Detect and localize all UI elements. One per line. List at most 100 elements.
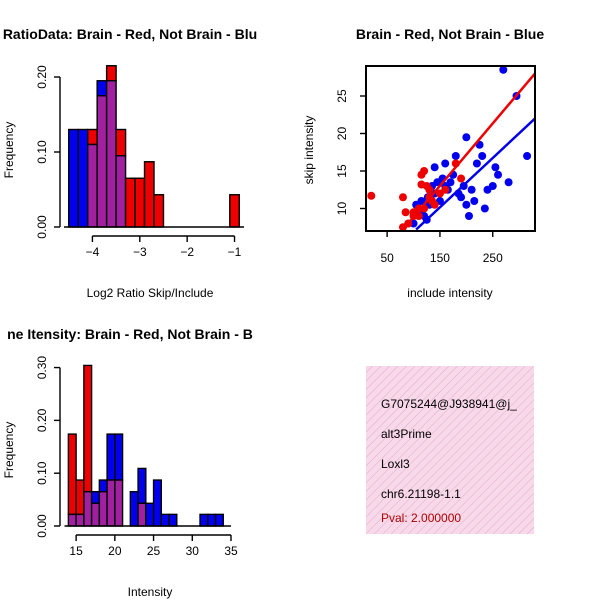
ratio-histogram-bar-overlap <box>86 143 98 228</box>
scatter-point-blue <box>441 159 450 168</box>
ratio-histogram-bar-red <box>153 194 165 228</box>
scatter-point-blue <box>451 152 460 160</box>
scatter-axes: 50 150 250 10 15 20 25 <box>335 89 503 265</box>
ratio-histogram-panel: RatioData: Brain - Red, Not Brain - Blu … <box>2 26 257 300</box>
intensity-histogram-bars <box>64 364 231 527</box>
scatter-y-tick-label: 15 <box>335 164 349 178</box>
scatter-fit-line-blue <box>415 117 534 230</box>
intensity-histogram-bar-blue <box>106 433 116 481</box>
scatter-point-blue <box>417 197 426 205</box>
scatter-point-blue <box>470 197 479 205</box>
ratio-histogram-x-tick-label: −4 <box>86 245 100 259</box>
scatter-point-blue <box>430 163 439 172</box>
info-panel-hatch <box>366 366 534 534</box>
intensity-histogram-bar-blue <box>199 513 209 527</box>
ratio-histogram-bar-red <box>134 177 146 228</box>
scatter-point-red <box>398 193 407 202</box>
scatter-point-blue <box>462 200 471 209</box>
ratio-histogram-y-tick-label: 0.10 <box>35 140 49 164</box>
ratio-histogram-bar-red <box>143 161 155 228</box>
ratio-histogram-bar-red <box>86 128 98 146</box>
scatter-point-blue <box>478 152 487 160</box>
intensity-histogram-axes: 15 20 25 30 35 0.00 0.10 0.20 0.30 <box>35 356 238 558</box>
intensity-histogram-y-tick-label: 0.30 <box>35 356 49 380</box>
scatter-x-tick-label: 250 <box>483 251 503 265</box>
intensity-histogram-bar-red <box>75 479 85 516</box>
ratio-histogram-bar-blue <box>96 80 108 97</box>
ratio-histogram-ylabel: Frequency <box>2 122 16 179</box>
intensity-histogram-bar-blue <box>114 433 124 481</box>
ratio-histogram-bar-red <box>105 65 117 82</box>
ratio-histogram-bar-overlap <box>115 155 127 228</box>
intensity-histogram-bar-blue <box>152 479 163 527</box>
scatter-point-blue <box>446 178 455 187</box>
info-gene-name: Loxl3 <box>381 457 410 471</box>
info-event-id: G7075244@J938941@j_ <box>381 397 517 411</box>
ratio-histogram-bars <box>64 65 244 228</box>
intensity-histogram-bar-overlap <box>114 479 124 527</box>
intensity-histogram-x-tick-label: 15 <box>69 544 83 558</box>
intensity-histogram-x-tick-label: 30 <box>186 544 200 558</box>
scatter-points <box>367 67 534 230</box>
ratio-histogram-title: RatioData: Brain - Red, Not Brain - Blu <box>3 26 257 42</box>
ratio-histogram-x-tick-label: −1 <box>228 245 242 259</box>
ratio-histogram-bar-red <box>229 194 240 228</box>
scatter-point-blue <box>494 170 503 179</box>
scatter-point-blue <box>523 152 532 160</box>
scatter-point-blue <box>462 133 471 142</box>
scatter-point-red <box>367 191 376 200</box>
intensity-histogram-bar-blue <box>207 513 217 527</box>
ratio-histogram-bar-blue <box>77 128 89 228</box>
intensity-histogram-x-tick-label: 20 <box>108 544 122 558</box>
intensity-histogram-bar-red <box>83 364 93 493</box>
info-event-type: alt3Prime <box>381 427 432 441</box>
ratio-histogram-x-tick-label: −2 <box>180 245 194 259</box>
scatter-point-blue <box>467 185 476 194</box>
ratio-histogram-y-tick-label: 0.20 <box>35 65 49 89</box>
scatter-x-tick-label: 50 <box>380 251 394 265</box>
intensity-histogram-y-tick-label: 0.10 <box>35 461 49 485</box>
intensity-histogram-x-tick-label: 35 <box>224 544 238 558</box>
ratio-histogram-bar-red <box>124 177 136 228</box>
intensity-histogram-title: ne Itensity: Brain - Red, Not Brain - B <box>7 326 253 342</box>
intensity-histogram-x-tick-label: 25 <box>147 544 161 558</box>
intensity-histogram-bar-overlap <box>90 502 101 527</box>
intensity-histogram-bar-blue <box>145 502 155 527</box>
scatter-point-blue <box>472 159 481 168</box>
intensity-histogram-y-tick-label: 0.20 <box>35 408 49 432</box>
scatter-point-blue <box>491 163 500 172</box>
scatter-plot-frame <box>365 65 536 232</box>
intensity-histogram-y-tick-label: 0.00 <box>35 514 49 538</box>
scatter-point-red <box>441 185 450 194</box>
scatter-y-tick-label: 10 <box>335 202 349 216</box>
scatter-panel: Brain - Red, Not Brain - Blue 50 150 250 10… <box>302 26 544 300</box>
info-pval: Pval: 2.000000 <box>381 511 461 525</box>
ratio-histogram-y-tick-label: 0.00 <box>35 215 49 239</box>
scatter-fit-line-red <box>402 72 534 230</box>
scatter-y-tick-label: 25 <box>335 89 349 103</box>
intensity-histogram-bar-blue <box>137 467 147 504</box>
ratio-histogram-bar-overlap <box>105 80 117 228</box>
ratio-histogram-xlabel: Log2 Ratio Skip/Include <box>87 286 214 300</box>
info-panel: G7075244@J938941@j_ alt3Prime Loxl3 chr6… <box>366 366 534 534</box>
scatter-x-tick-label: 150 <box>430 251 450 265</box>
ratio-histogram-bar-blue <box>68 128 79 228</box>
intensity-histogram-panel: ne Itensity: Brain - Red, Not Brain - B … <box>2 326 253 599</box>
intensity-histogram-xlabel: Intensity <box>128 585 173 599</box>
scatter-point-blue <box>488 182 497 190</box>
ratio-histogram-bar-overlap <box>96 95 108 228</box>
intensity-histogram-bar-blue <box>98 479 108 493</box>
intensity-histogram-bar-overlap <box>98 490 108 527</box>
intensity-histogram-bar-blue <box>214 513 224 527</box>
scatter-xlabel: include intensity <box>407 286 492 300</box>
scatter-point-red <box>401 208 410 217</box>
ratio-histogram-x-tick-label: −3 <box>133 245 147 259</box>
intensity-histogram-bar-overlap <box>67 513 77 527</box>
scatter-point-red <box>420 167 429 175</box>
scatter-point-red <box>425 185 434 194</box>
intensity-histogram-bar-overlap <box>106 479 116 527</box>
intensity-histogram-bar-blue <box>129 490 139 527</box>
info-location: chr6.21198-1.1 <box>381 487 461 501</box>
scatter-point-blue <box>457 193 466 202</box>
